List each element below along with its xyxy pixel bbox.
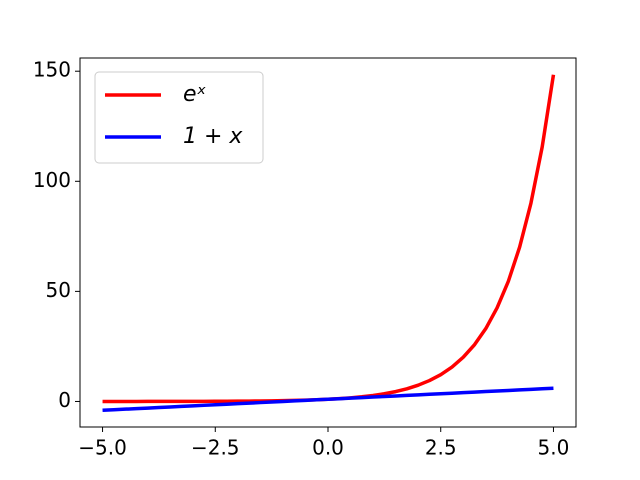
y-tick-label: 50 — [46, 278, 71, 302]
x-tick-label: −5.0 — [78, 436, 127, 460]
legend-box — [94, 71, 264, 164]
y-tick-label: 0 — [58, 388, 71, 412]
y-tick-label: 150 — [33, 58, 71, 82]
y-tick-label: 100 — [33, 168, 71, 192]
legend-label: eˣ — [183, 82, 207, 107]
axes-frame — [79, 57, 577, 428]
x-tick-label: −2.5 — [191, 436, 240, 460]
line — [102, 386, 554, 413]
legend-label: 1 + x — [183, 124, 243, 149]
x-tick-label: 2.5 — [425, 436, 457, 460]
x-tick-label: 0.0 — [312, 436, 344, 460]
x-tick-label: 5.0 — [538, 436, 570, 460]
